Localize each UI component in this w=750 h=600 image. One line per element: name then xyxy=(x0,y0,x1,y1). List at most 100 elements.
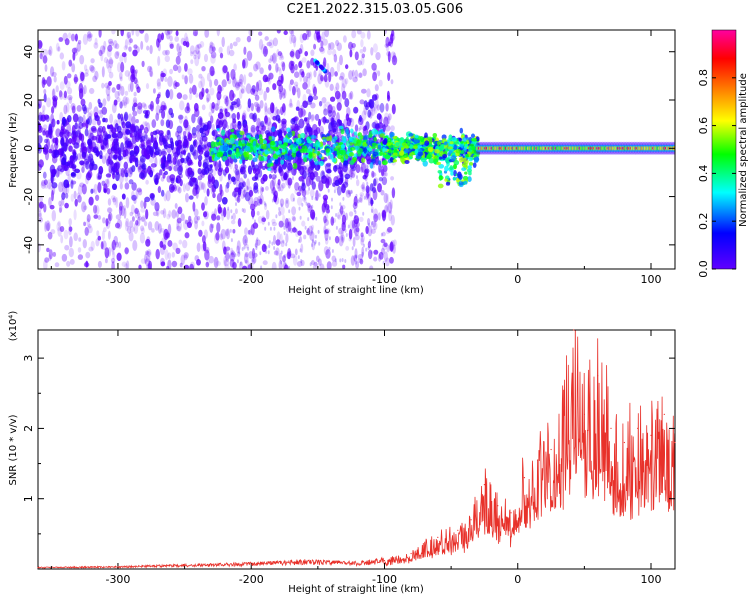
spectrogram-blob xyxy=(293,226,296,231)
spectrogram-blob xyxy=(175,185,181,192)
snr-point xyxy=(303,561,306,563)
spectrogram-blob xyxy=(357,253,364,261)
spectrogram-blob xyxy=(70,179,74,189)
spectrogram-blob xyxy=(61,61,66,71)
spectrogram-blob xyxy=(159,228,165,233)
spectrogram-blob xyxy=(265,249,268,254)
spectrogram-blob xyxy=(360,56,365,66)
spectrogram-blob xyxy=(175,55,181,65)
spectrogram-blob xyxy=(95,238,100,247)
spectrogram-blob xyxy=(286,199,288,204)
spectrogram-blob xyxy=(171,251,175,258)
spectrogram-blob xyxy=(366,88,371,98)
spectrogram-blob xyxy=(208,45,214,54)
spectrogram-blob xyxy=(310,135,317,139)
spectrogram-blob xyxy=(86,31,92,39)
spectrogram-blob xyxy=(230,250,235,256)
spectrogram-blob xyxy=(349,192,351,197)
spectrogram-blob xyxy=(106,187,111,195)
spectrogram-blob xyxy=(360,39,364,48)
spectrogram-blob xyxy=(146,45,150,51)
spectrogram-blob xyxy=(263,201,266,206)
spectrogram-blob xyxy=(284,197,290,209)
spectrogram-blob xyxy=(365,225,369,235)
spectrogram-blob xyxy=(54,262,60,268)
spectrogram-blob xyxy=(266,41,273,47)
spectrogram-blob xyxy=(468,161,474,166)
spectrogram-blob xyxy=(118,241,122,249)
spectrogram-blob xyxy=(437,183,444,189)
spectrogram-blob xyxy=(409,152,416,156)
spectrogram-blob xyxy=(65,102,70,113)
spectrogram-blob xyxy=(312,143,316,148)
spectrogram-blob xyxy=(278,140,283,145)
spectrogram-blob xyxy=(160,261,166,267)
spectrogram-blob xyxy=(391,55,398,66)
spectrogram-blob xyxy=(308,152,313,158)
spectrogram-blob xyxy=(198,229,203,237)
snr-line xyxy=(38,330,675,569)
spectrogram-blob xyxy=(182,239,188,249)
spectrogram-blob xyxy=(187,68,193,76)
spectrogram-blob xyxy=(351,166,357,172)
spectrogram-blob xyxy=(64,202,69,209)
spectrogram-blob xyxy=(117,155,124,161)
spectrogram-blob xyxy=(355,260,358,265)
spectrogram-blob xyxy=(353,166,356,171)
spectrogram-blob xyxy=(326,261,332,269)
spectrogram-blob xyxy=(240,85,246,94)
snr-point xyxy=(37,567,39,569)
spectrogram-blob xyxy=(380,189,385,196)
spectrogram-blob xyxy=(310,164,313,169)
spectrogram-blob xyxy=(279,68,282,78)
spectrogram-blob xyxy=(245,124,248,129)
spectrogram-blob xyxy=(133,91,137,97)
spectrogram-blob xyxy=(86,218,90,228)
spectrogram-blob xyxy=(450,155,457,162)
spectrogram-blob xyxy=(392,155,397,159)
spectrogram-blob xyxy=(82,33,89,46)
spectrogram-blob xyxy=(376,113,382,120)
spectrogram-blob xyxy=(472,154,477,158)
spectrogram-blob xyxy=(325,249,331,259)
spectrogram-blob xyxy=(163,170,169,176)
spectrogram-blob xyxy=(111,183,118,191)
spectrogram-blob xyxy=(163,193,168,202)
spectrogram-blob xyxy=(358,115,362,122)
spectrogram-blob xyxy=(307,95,314,103)
spectrogram-blob xyxy=(355,261,360,269)
spectrogram-blob xyxy=(65,138,69,147)
spectrogram-blob xyxy=(61,150,65,157)
x-tick-label: 0 xyxy=(514,273,521,286)
spectrogram-blob xyxy=(144,196,151,203)
spectrogram-blob xyxy=(132,239,138,252)
spectrogram-blob xyxy=(216,214,221,221)
spectrogram-blob xyxy=(390,214,395,226)
spectrogram-blob xyxy=(67,115,72,123)
spectrogram-blob xyxy=(374,104,378,114)
spectrogram-blob xyxy=(115,135,119,142)
spectrogram-blob xyxy=(228,144,233,148)
spectrogram-blob xyxy=(297,230,302,236)
spectrogram-blob xyxy=(267,167,272,172)
spectrogram-blob xyxy=(287,169,290,173)
spectrogram-blob xyxy=(317,258,322,266)
spectrogram-blob xyxy=(340,229,344,237)
spectrogram-blob xyxy=(283,231,286,236)
spectrogram-blob xyxy=(335,82,340,91)
spectrogram-blob xyxy=(64,38,70,46)
spectrogram-blob xyxy=(38,144,43,154)
spectrogram-blob xyxy=(347,189,353,195)
spectrogram-blob xyxy=(349,160,355,165)
spectrogram-blob xyxy=(283,172,288,181)
spectrogram-blob xyxy=(181,74,185,80)
spectrogram-blob xyxy=(371,170,375,178)
spectrogram-blob xyxy=(63,229,69,240)
spectrogram-blob xyxy=(64,244,70,251)
spectrogram-blob xyxy=(45,220,51,232)
spectrogram-blob xyxy=(93,42,99,49)
spectrogram-blob xyxy=(192,140,197,147)
spectrogram-blob xyxy=(111,87,116,93)
spectrogram-blob xyxy=(227,173,231,181)
spectrogram-blob xyxy=(334,169,337,173)
